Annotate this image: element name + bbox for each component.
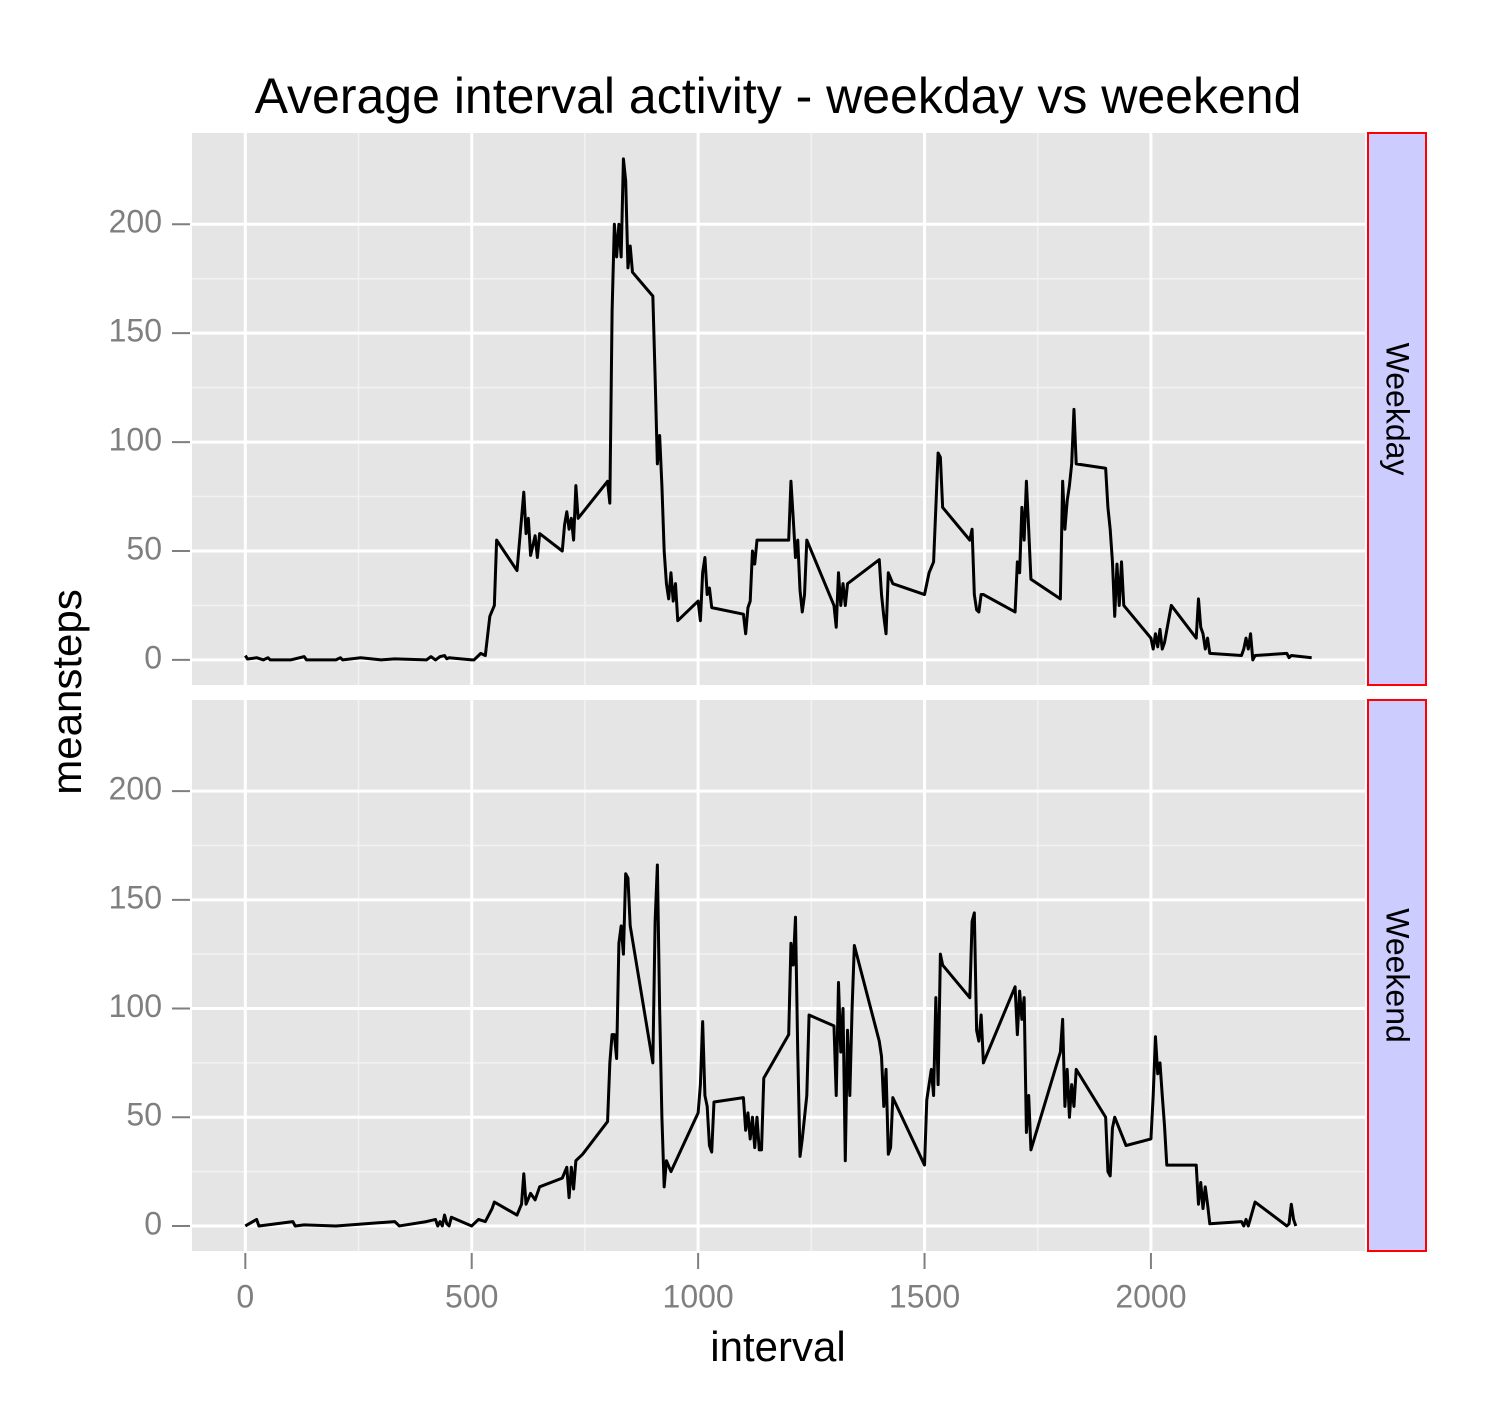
x-tick-label: 0	[236, 1278, 254, 1314]
y-tick-label: 50	[126, 530, 162, 566]
x-tick-label: 2000	[1115, 1278, 1186, 1314]
facet-label: Weekend	[1380, 908, 1416, 1043]
facet-strip	[1367, 699, 1427, 1252]
x-axis-title: interval	[710, 1323, 845, 1370]
y-tick-label: 50	[126, 1097, 162, 1133]
y-tick-label: 100	[109, 422, 162, 458]
x-tick-label: 500	[445, 1278, 498, 1314]
y-tick-label: 200	[109, 771, 162, 807]
facet-label: Weekday	[1380, 343, 1416, 476]
chart-title: Average interval activity - weekday vs w…	[255, 68, 1302, 124]
panel-background	[192, 133, 1365, 685]
x-tick-label: 1000	[663, 1278, 734, 1314]
y-tick-label: 150	[109, 313, 162, 349]
y-axis-title: meansteps	[43, 589, 90, 794]
y-tick-label: 0	[144, 639, 162, 675]
panel-background	[192, 700, 1365, 1251]
facet-strip	[1367, 132, 1427, 686]
data-line	[244, 157, 1312, 662]
data-line	[244, 863, 1298, 1228]
y-tick-label: 150	[109, 879, 162, 915]
y-tick-label: 200	[109, 204, 162, 240]
y-tick-label: 100	[109, 988, 162, 1024]
y-tick-label: 0	[144, 1205, 162, 1241]
x-tick-label: 1500	[889, 1278, 960, 1314]
